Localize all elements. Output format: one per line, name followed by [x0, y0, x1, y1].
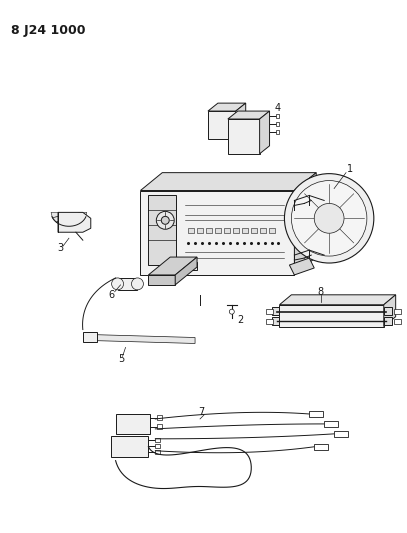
Text: 8: 8: [317, 287, 323, 297]
Bar: [197, 228, 203, 233]
Circle shape: [291, 181, 367, 256]
Circle shape: [131, 278, 143, 290]
Bar: [158, 424, 162, 429]
Text: 6: 6: [109, 290, 115, 300]
Bar: [276, 122, 280, 126]
Polygon shape: [228, 111, 269, 119]
Polygon shape: [91, 335, 195, 343]
Bar: [149, 196, 176, 265]
Polygon shape: [140, 190, 294, 275]
Polygon shape: [175, 257, 197, 285]
Polygon shape: [51, 212, 60, 217]
Bar: [260, 228, 266, 233]
Bar: [224, 228, 230, 233]
Polygon shape: [384, 295, 396, 327]
Text: 8 J24 1000: 8 J24 1000: [11, 23, 86, 37]
Polygon shape: [294, 173, 316, 275]
Bar: [118, 278, 138, 290]
Bar: [158, 415, 162, 420]
Bar: [215, 228, 221, 233]
Polygon shape: [384, 306, 392, 314]
Bar: [242, 228, 248, 233]
Bar: [324, 421, 338, 427]
Polygon shape: [280, 295, 396, 305]
Bar: [206, 228, 212, 233]
Circle shape: [284, 174, 374, 263]
Polygon shape: [53, 216, 62, 222]
Bar: [269, 228, 274, 233]
Polygon shape: [140, 173, 316, 190]
Text: 2: 2: [237, 314, 243, 325]
Polygon shape: [76, 216, 85, 222]
Polygon shape: [69, 222, 76, 227]
Polygon shape: [73, 220, 81, 225]
Circle shape: [229, 309, 234, 314]
Polygon shape: [116, 414, 150, 434]
Text: 1: 1: [347, 164, 353, 174]
Bar: [183, 262, 197, 270]
Polygon shape: [58, 212, 91, 232]
Polygon shape: [228, 119, 260, 154]
Bar: [394, 319, 400, 324]
Polygon shape: [384, 317, 392, 325]
Polygon shape: [78, 212, 87, 217]
Polygon shape: [271, 306, 280, 314]
Polygon shape: [208, 111, 236, 139]
Text: 4: 4: [274, 103, 281, 113]
Circle shape: [112, 278, 124, 290]
Polygon shape: [236, 103, 246, 139]
Bar: [266, 309, 273, 314]
Bar: [276, 114, 280, 118]
Bar: [394, 309, 400, 314]
Circle shape: [314, 204, 344, 233]
Polygon shape: [271, 317, 280, 325]
Text: 3: 3: [57, 243, 63, 253]
Polygon shape: [111, 436, 149, 457]
Circle shape: [161, 216, 169, 224]
Bar: [276, 130, 280, 134]
Bar: [266, 319, 273, 324]
Bar: [188, 228, 194, 233]
Polygon shape: [289, 258, 314, 275]
Polygon shape: [208, 103, 246, 111]
Bar: [314, 444, 328, 450]
Bar: [233, 228, 239, 233]
Polygon shape: [260, 111, 269, 154]
Text: 5: 5: [118, 354, 125, 365]
Polygon shape: [62, 222, 69, 227]
Circle shape: [156, 212, 174, 229]
Bar: [155, 444, 160, 448]
Polygon shape: [149, 275, 175, 285]
Bar: [83, 332, 97, 343]
Bar: [155, 438, 160, 442]
Bar: [334, 431, 348, 437]
Text: 7: 7: [198, 407, 204, 417]
Polygon shape: [280, 305, 384, 327]
Polygon shape: [149, 257, 197, 275]
Polygon shape: [56, 220, 65, 225]
Bar: [251, 228, 257, 233]
Bar: [155, 450, 160, 454]
Bar: [309, 411, 323, 417]
